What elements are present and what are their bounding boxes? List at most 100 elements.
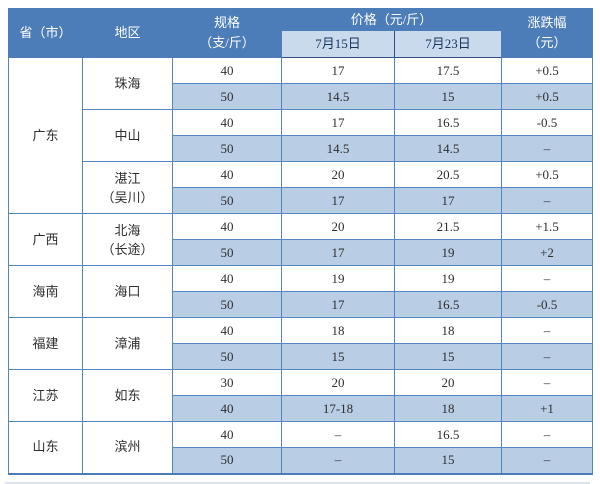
region-cell: 北海 （长途）: [82, 213, 173, 266]
price-jul15-cell: 18: [281, 317, 395, 344]
price-jul15-cell: 19: [281, 265, 395, 292]
price-jul15-cell: 20: [281, 369, 395, 396]
header-change-line1: 涨跌幅: [527, 15, 567, 30]
price-jul23-cell: 16.5: [394, 421, 502, 448]
spec-cell: 50: [172, 291, 282, 318]
table-body: 广东 珠海 40 17 17.5 +0.5 50 14.5 15 +0.5 中山 40 17 16.5 -0…: [8, 57, 593, 474]
table-row: 山东 滨州 40–16.5–: [8, 421, 593, 474]
table-row: 湛江 （吴川） 40 20 20.5 +0.5: [9, 161, 593, 214]
price-jul23-cell: 21.5: [394, 213, 502, 240]
spec-cell: 30: [172, 369, 282, 396]
cropped-element-fragment: [5, 482, 590, 484]
province-cell: 福建: [8, 317, 83, 370]
table-header: 省（市） 地区 规格 （支/斤） 价格（元/斤） 涨跌幅 （元） 7月15日 7…: [8, 8, 593, 58]
change-cell: +2: [501, 239, 593, 266]
change-cell: +1: [501, 395, 593, 422]
header-price-group: 价格（元/斤）: [281, 8, 502, 31]
region-cell: 海口: [82, 265, 173, 318]
change-cell: -0.5: [501, 109, 593, 136]
price-jul23-cell: 20: [394, 369, 502, 396]
change-cell: +0.5: [501, 161, 593, 188]
spec-cell: 50: [172, 239, 282, 266]
spec-cell: 40: [172, 317, 282, 344]
price-jul23-cell: 19: [394, 265, 502, 292]
spec-cell: 50: [172, 343, 282, 370]
spec-cell: 40: [172, 161, 282, 188]
change-cell: +1.5: [501, 213, 593, 240]
table-row: 50 15 15–: [9, 343, 593, 370]
table-row: 50 14.5 15 +0.5: [9, 83, 593, 110]
table-row: 广东 珠海 40 17 17.5 +0.5: [8, 57, 593, 214]
spec-cell: 40: [172, 421, 282, 448]
header-row-1: 省（市） 地区 规格 （支/斤） 价格（元/斤） 涨跌幅 （元）: [8, 8, 593, 58]
price-jul15-cell: 14.5: [281, 135, 395, 162]
spec-cell: 40: [172, 109, 282, 136]
price-jul23-cell: 18: [394, 317, 502, 344]
header-spec-line2: （支/斤）: [199, 35, 255, 50]
spec-cell: 40: [172, 57, 282, 84]
header-date-jul15: 7月15日: [281, 30, 395, 58]
table-row: 50 17 19 +2: [9, 239, 593, 266]
change-cell: –: [501, 187, 593, 214]
spec-cell: 40: [172, 213, 282, 240]
price-jul23-cell: 15: [394, 83, 502, 110]
region-cell: 珠海: [82, 57, 173, 110]
header-change: 涨跌幅 （元）: [501, 8, 593, 58]
region-cell: 漳浦: [82, 317, 173, 370]
province-cell: 海南: [8, 265, 83, 318]
change-cell: –: [501, 421, 593, 448]
region-name-line: 北海: [114, 222, 141, 238]
header-region: 地区: [82, 8, 173, 58]
price-jul15-cell: –: [281, 447, 395, 474]
price-jul23-cell: 17: [394, 187, 502, 214]
region-cell: 中山: [82, 109, 173, 162]
region-cell: 滨州: [82, 421, 173, 474]
price-jul15-cell: 20: [281, 161, 395, 188]
change-cell: +0.5: [501, 57, 593, 84]
table-row: 福建 漳浦 40 18 18–: [8, 317, 593, 370]
header-spec-line1: 规格: [213, 15, 240, 30]
price-jul15-cell: 17: [281, 291, 395, 318]
price-jul15-cell: 17: [281, 57, 395, 84]
table-row: 江苏 如东 30 20 20–: [8, 369, 593, 422]
header-province: 省（市）: [8, 8, 83, 58]
table-row: 50 14.5 14.5–: [9, 135, 593, 162]
province-cell: 山东: [8, 421, 83, 474]
spec-cell: 40: [172, 265, 282, 292]
spec-cell: 50: [172, 135, 282, 162]
table-row: 50 17 16.5 -0.5: [9, 291, 593, 318]
spec-cell: 50: [172, 83, 282, 110]
change-cell: –: [501, 265, 593, 292]
price-jul15-cell: 17-18: [281, 395, 395, 422]
region-name-line: 湛江: [114, 170, 141, 186]
region-cell: 如东: [82, 369, 173, 422]
price-jul23-cell: 19: [394, 239, 502, 266]
change-cell: –: [501, 447, 593, 474]
table-row: 50–15–: [9, 447, 593, 474]
price-jul23-cell: 14.5: [394, 135, 502, 162]
change-cell: –: [501, 317, 593, 344]
province-cell: 广西: [8, 213, 83, 266]
change-cell: –: [501, 369, 593, 396]
change-cell: -0.5: [501, 291, 593, 318]
price-jul23-cell: 16.5: [394, 109, 502, 136]
price-jul23-cell: 20.5: [394, 161, 502, 188]
province-cell: 广东: [8, 57, 83, 214]
price-jul23-cell: 16.5: [394, 291, 502, 318]
price-jul15-cell: 17: [281, 109, 395, 136]
province-cell: 江苏: [8, 369, 83, 422]
table-row: 海南 海口 40 19 19–: [8, 265, 593, 318]
header-spec: 规格 （支/斤）: [172, 8, 282, 58]
change-cell: –: [501, 343, 593, 370]
price-jul15-cell: 14.5: [281, 83, 395, 110]
price-jul15-cell: 17: [281, 187, 395, 214]
change-cell: –: [501, 135, 593, 162]
spec-cell: 50: [172, 187, 282, 214]
price-jul23-cell: 18: [394, 395, 502, 422]
table-row: 广西 北海 （长途） 40 20 21.5 +1.5: [8, 213, 593, 266]
header-date-jul23: 7月23日: [394, 30, 502, 58]
table-row: 中山 40 17 16.5 -0.5: [9, 109, 593, 162]
spec-cell: 50: [172, 447, 282, 474]
region-name-line: （吴川）: [101, 189, 154, 205]
